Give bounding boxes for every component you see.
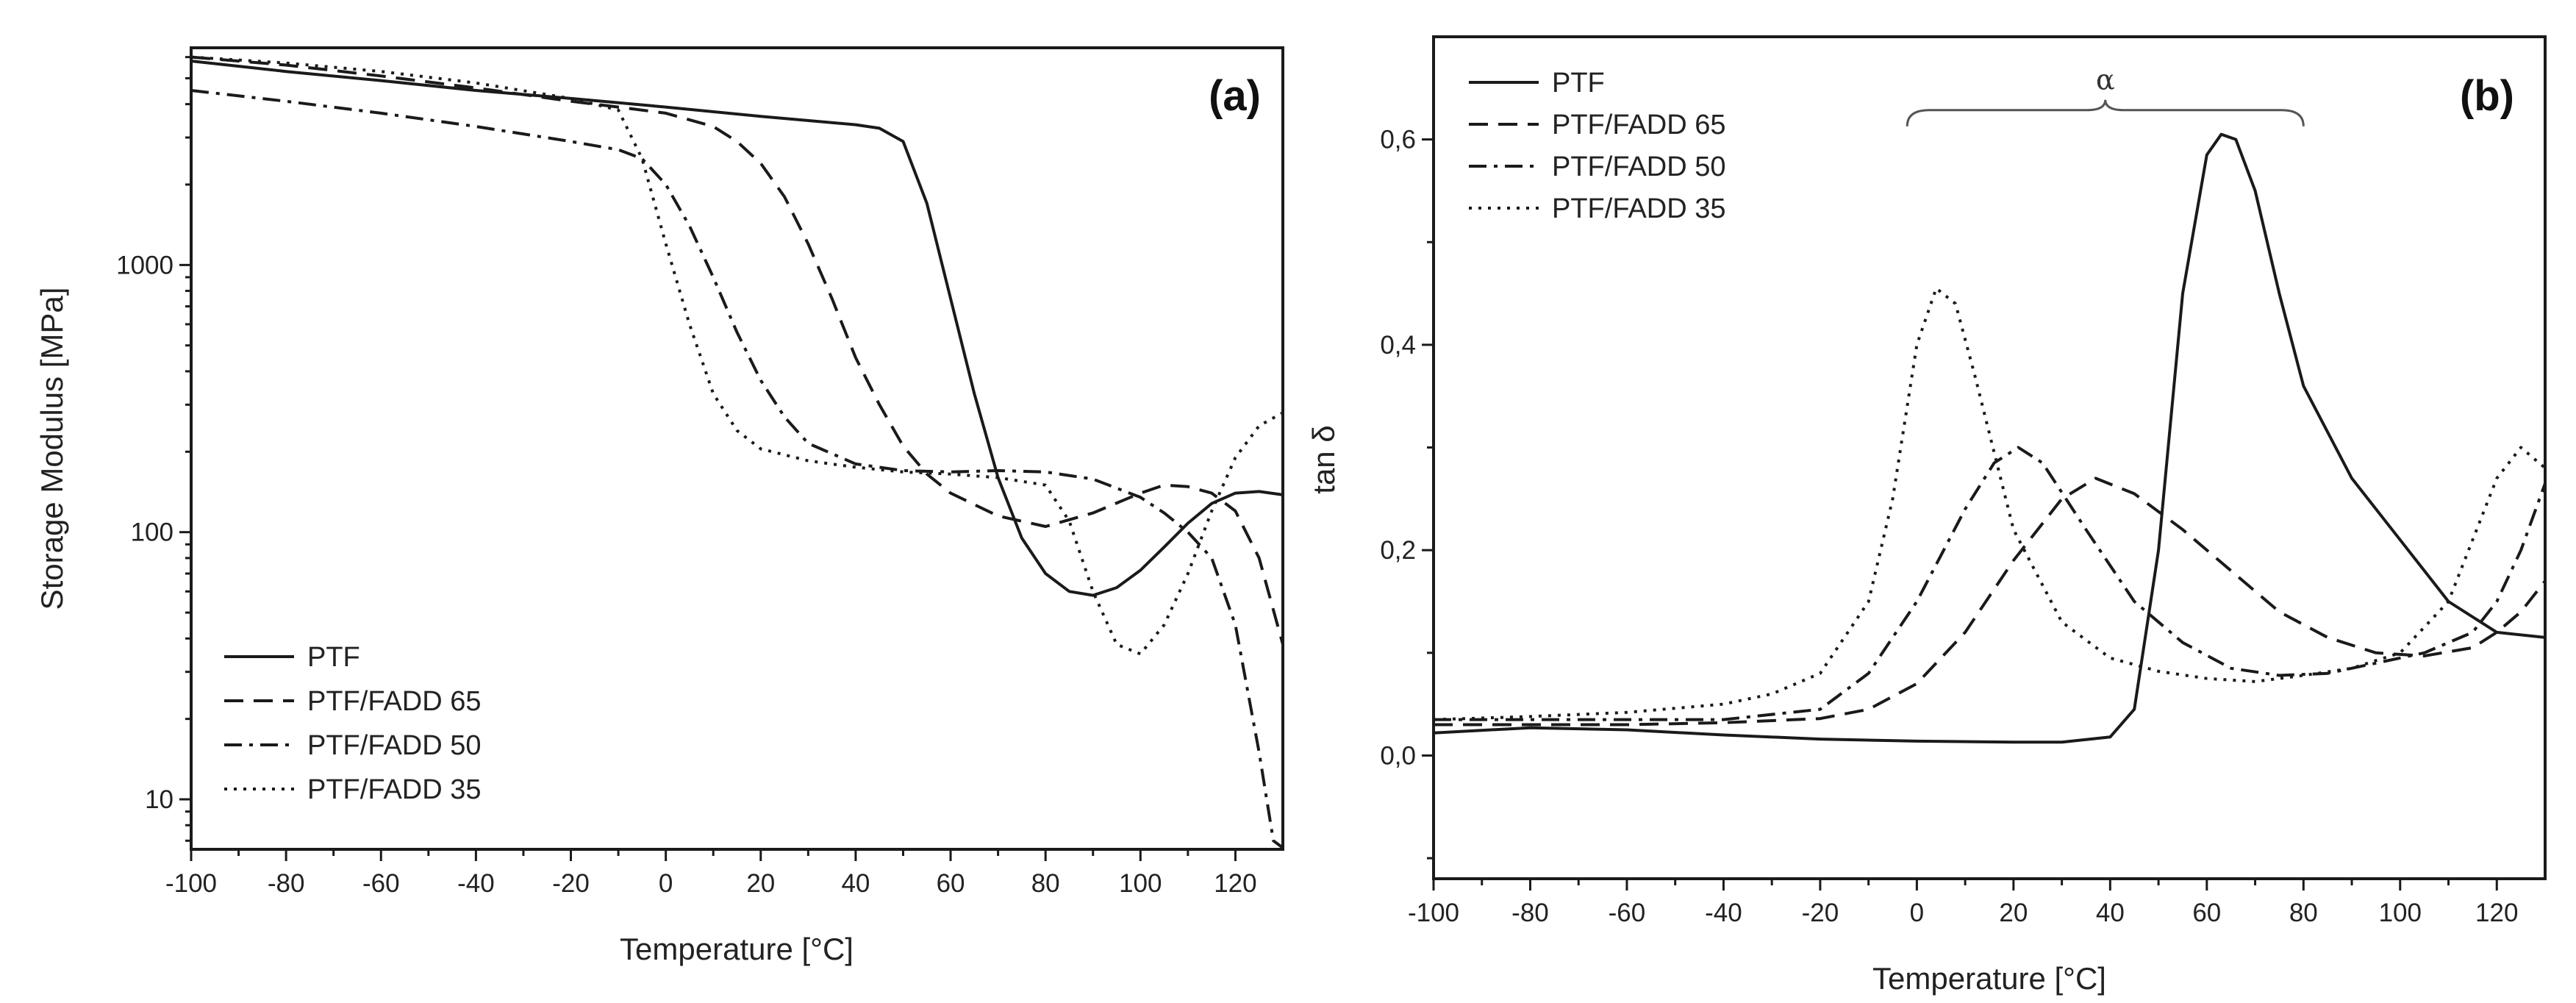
x-tick-label: -20 xyxy=(552,869,590,898)
x-tick-label: 0 xyxy=(1910,899,1924,927)
x-tick-label: -60 xyxy=(1609,899,1646,927)
legend-label: PTF/FADD 50 xyxy=(307,730,482,761)
series-ptf xyxy=(190,60,1284,597)
series-ptf-fadd-35 xyxy=(190,55,1284,656)
x-tick-label: -100 xyxy=(1408,899,1459,927)
legend-label: PTF/FADD 35 xyxy=(307,774,482,805)
panel-b-x-axis-title: Temperature [°C] xyxy=(1872,961,2106,996)
legend-label: PTF/FADD 35 xyxy=(1552,193,1726,224)
series-ptf-fadd-35 xyxy=(1433,287,2547,721)
panel-b-y-ticks: 0,0 0,2 0,4 0,6 xyxy=(1380,126,1434,860)
x-tick-label: -60 xyxy=(362,869,400,898)
legend-label: PTF xyxy=(1552,68,1605,99)
x-tick-label: -80 xyxy=(1511,899,1549,927)
panel-a-y-axis-title: Storage Modulus [MPa] xyxy=(35,288,69,610)
panel-b-tan-delta-chart: -100 -80 -60 -40 -20 0 20 40 60 80 100 120 0,00,20,… xyxy=(1306,35,2547,996)
x-tick-label: 120 xyxy=(2475,899,2518,927)
panel-a-y-ticks: 10 100 1000 xyxy=(116,56,191,842)
panel-a-series xyxy=(190,55,1284,849)
panel-b-alpha-brace xyxy=(1906,99,2305,126)
x-tick-label: 100 xyxy=(2379,899,2422,927)
panel-b-label: (b) xyxy=(2460,72,2514,120)
panel-a-label: (a) xyxy=(1209,72,1261,120)
x-tick-label: -80 xyxy=(268,869,305,898)
x-tick-label: -20 xyxy=(1802,899,1839,927)
y-tick-label: 1000 xyxy=(116,251,173,279)
legend-label: PTF/FADD 65 xyxy=(1552,110,1726,140)
panel-b-series xyxy=(1433,132,2547,744)
legend-label: PTF xyxy=(307,642,360,673)
series-ptf-fadd-50 xyxy=(1434,446,2547,721)
panel-b-legend: PTF PTF/FADD 65 PTF/FADD 50 PTF/FADD 35 xyxy=(1469,68,1726,224)
panel-a-x-ticks: -100 -80 -60 -40 -20 0 20 40 60 80 100 120 xyxy=(165,849,1257,898)
panel-a-legend: PTF PTF/FADD 65 PTF/FADD 50 PTF/FADD 35 xyxy=(224,642,482,805)
panel-b-alpha-annotation: α xyxy=(2096,64,2115,96)
y-tick-label: 0,6 xyxy=(1380,126,1416,154)
panel-b-x-ticks: -100 -80 -60 -40 -20 0 20 40 60 80 100 120 xyxy=(1408,879,2518,927)
x-tick-label: 20 xyxy=(1999,899,2028,927)
legend-label: PTF/FADD 50 xyxy=(1552,151,1726,182)
panel-a-x-axis-title: Temperature [°C] xyxy=(620,932,854,966)
y-tick-label: 0,4 xyxy=(1380,331,1416,360)
series-ptf-fadd-65 xyxy=(190,55,1284,645)
x-tick-label: 60 xyxy=(2192,899,2221,927)
x-tick-label: 20 xyxy=(746,869,775,898)
x-tick-label: 40 xyxy=(2096,899,2125,927)
x-tick-label: 120 xyxy=(1214,869,1256,898)
x-tick-label: 0 xyxy=(659,869,673,898)
x-tick-label: -40 xyxy=(457,869,495,898)
x-tick-label: -100 xyxy=(165,869,217,898)
panel-a-storage-modulus-chart: -100 -80 -60 -40 -20 0 20 40 60 80 100 120 10 100 100… xyxy=(35,46,1284,966)
series-ptf xyxy=(1433,132,2546,744)
y-tick-label: 0,0 xyxy=(1380,741,1416,770)
x-tick-label: 40 xyxy=(841,869,870,898)
series-ptf-fadd-65 xyxy=(1434,476,2547,727)
x-tick-label: 60 xyxy=(937,869,965,898)
y-tick-label: 100 xyxy=(131,518,173,547)
panel-a-plot-frame xyxy=(190,46,1284,851)
x-tick-label: 100 xyxy=(1119,869,1162,898)
panel-b-y-axis-title: tan δ xyxy=(1306,425,1341,493)
y-tick-label: 0,2 xyxy=(1380,536,1416,565)
y-tick-label: 10 xyxy=(145,785,173,814)
x-tick-label: -40 xyxy=(1705,899,1742,927)
x-tick-label: 80 xyxy=(2289,899,2318,927)
series-ptf-fadd-50 xyxy=(190,89,1284,849)
panel-b-plot-frame xyxy=(1432,35,2547,880)
x-tick-label: 80 xyxy=(1031,869,1060,898)
legend-label: PTF/FADD 65 xyxy=(307,686,482,717)
